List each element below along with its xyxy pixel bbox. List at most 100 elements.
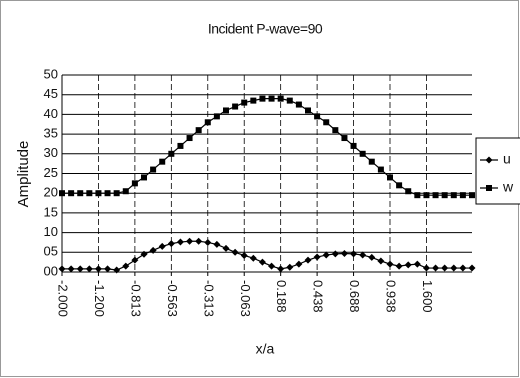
marker bbox=[223, 107, 229, 114]
marker bbox=[377, 257, 385, 265]
marker bbox=[459, 192, 466, 199]
marker bbox=[76, 265, 84, 273]
marker bbox=[85, 265, 93, 273]
series-line bbox=[62, 98, 472, 196]
marker bbox=[396, 182, 403, 189]
marker bbox=[332, 127, 339, 134]
x-tick-label: -0.063 bbox=[238, 280, 253, 317]
marker bbox=[295, 101, 302, 108]
marker bbox=[258, 258, 266, 266]
marker bbox=[286, 263, 294, 271]
marker bbox=[204, 238, 212, 246]
marker bbox=[359, 150, 366, 157]
marker bbox=[141, 174, 147, 181]
marker bbox=[177, 142, 184, 149]
x-tick-label: -1.200 bbox=[92, 280, 107, 317]
marker bbox=[158, 242, 166, 250]
marker bbox=[450, 192, 457, 199]
y-tick-label: 25 bbox=[44, 165, 58, 180]
y-tick-label: 10 bbox=[44, 224, 58, 239]
marker bbox=[314, 113, 321, 120]
marker bbox=[395, 262, 403, 270]
marker bbox=[368, 158, 375, 165]
y-tick-label: 45 bbox=[44, 86, 58, 101]
marker bbox=[140, 250, 148, 258]
y-tick-label: 50 bbox=[44, 66, 58, 81]
y-tick-label: 20 bbox=[44, 185, 58, 200]
marker bbox=[176, 238, 184, 246]
marker bbox=[386, 260, 394, 268]
x-tick-label: 0.688 bbox=[347, 280, 362, 313]
marker bbox=[240, 251, 248, 259]
marker bbox=[222, 244, 230, 252]
marker bbox=[149, 246, 157, 254]
y-tick-label: 30 bbox=[44, 145, 58, 160]
marker bbox=[195, 237, 203, 245]
marker bbox=[286, 97, 293, 104]
y-tick-label: 05 bbox=[44, 244, 58, 259]
marker bbox=[441, 264, 449, 272]
marker bbox=[468, 264, 476, 272]
marker bbox=[469, 192, 475, 199]
marker bbox=[159, 158, 166, 165]
marker bbox=[231, 248, 239, 256]
marker bbox=[67, 265, 75, 273]
x-tick-label: -0.563 bbox=[165, 280, 180, 317]
marker bbox=[323, 119, 330, 126]
marker bbox=[186, 237, 194, 245]
marker bbox=[94, 265, 102, 273]
marker bbox=[413, 260, 421, 268]
marker bbox=[450, 264, 458, 272]
marker bbox=[414, 192, 421, 199]
x-tick-label: 1.600 bbox=[420, 280, 435, 313]
y-tick-label: 40 bbox=[44, 106, 58, 121]
marker bbox=[249, 254, 257, 262]
marker bbox=[377, 166, 384, 173]
marker bbox=[213, 240, 221, 248]
marker bbox=[150, 166, 157, 173]
x-axis-label: x/a bbox=[256, 341, 275, 357]
marker bbox=[268, 95, 275, 102]
marker bbox=[485, 156, 493, 164]
marker bbox=[486, 185, 492, 191]
marker bbox=[113, 266, 121, 274]
marker bbox=[232, 103, 239, 110]
x-tick-label: 0.938 bbox=[384, 280, 399, 313]
marker bbox=[104, 265, 112, 273]
marker bbox=[340, 249, 348, 257]
marker bbox=[241, 99, 248, 106]
marker bbox=[250, 97, 257, 104]
x-tick-label: -2.000 bbox=[56, 280, 71, 317]
marker bbox=[195, 127, 202, 134]
marker bbox=[59, 190, 65, 197]
marker bbox=[277, 95, 284, 102]
legend-box bbox=[475, 137, 520, 205]
marker bbox=[131, 256, 139, 264]
marker bbox=[404, 261, 412, 269]
marker bbox=[167, 240, 175, 248]
marker bbox=[304, 256, 312, 264]
marker bbox=[387, 174, 393, 181]
marker bbox=[331, 250, 339, 258]
marker bbox=[268, 262, 276, 270]
marker bbox=[86, 190, 93, 197]
marker bbox=[368, 253, 376, 261]
marker bbox=[432, 192, 439, 199]
marker bbox=[58, 265, 66, 273]
marker bbox=[131, 180, 138, 187]
marker bbox=[213, 113, 220, 120]
marker bbox=[104, 190, 111, 197]
marker bbox=[95, 190, 102, 197]
marker bbox=[122, 188, 129, 195]
marker bbox=[422, 264, 430, 272]
marker bbox=[259, 95, 266, 102]
marker bbox=[313, 253, 321, 261]
marker bbox=[168, 150, 175, 157]
marker bbox=[204, 119, 211, 126]
marker bbox=[322, 251, 330, 259]
marker bbox=[441, 192, 448, 199]
marker bbox=[432, 264, 440, 272]
legend-label: w bbox=[502, 179, 514, 195]
marker bbox=[359, 251, 367, 259]
